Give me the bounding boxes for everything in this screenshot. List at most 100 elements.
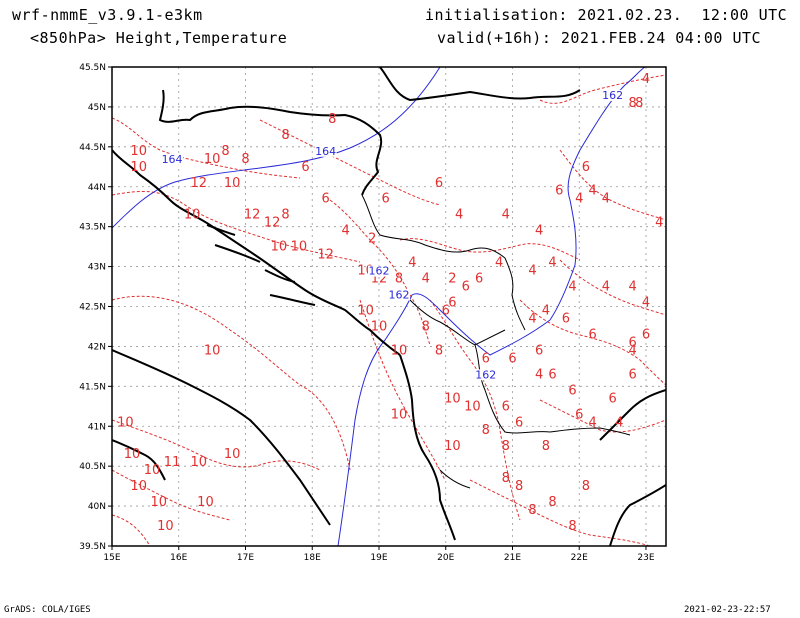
- temperature-contour-label: 4: [588, 184, 596, 199]
- temperature-contour-label: 10: [357, 303, 374, 318]
- temperature-contour-label: 2: [448, 272, 456, 287]
- temperature-contour-label: 6: [508, 351, 516, 366]
- temperature-contour-label: 12: [317, 248, 334, 263]
- temperature-contour-label: 4: [542, 303, 550, 318]
- coast-segment: [379, 67, 581, 102]
- temperature-contour-label: 6: [301, 160, 309, 175]
- country-borders: [361, 194, 631, 489]
- temperature-contour-label: 10: [464, 399, 481, 414]
- temperature-contour-label: 8: [568, 519, 576, 534]
- temperature-contour-label: 6: [535, 343, 543, 358]
- temperature-contour-label: 4: [535, 367, 543, 382]
- lat-tick-label: 42N: [88, 342, 106, 352]
- temperature-contour-label: 6: [575, 407, 583, 422]
- temperature-contour-label: 8: [515, 479, 523, 494]
- temp-contour: [429, 299, 521, 521]
- temp-contour: [112, 514, 151, 546]
- temperature-contour-label: 4: [575, 192, 583, 207]
- map-title-model: wrf-nmmE_v3.9.1-e3km: [12, 6, 203, 24]
- height-contours: [112, 67, 646, 546]
- temperature-contour-label: 8: [542, 439, 550, 454]
- temperature-contour-label: 10: [271, 240, 288, 255]
- temperature-contour-label: 4: [642, 72, 650, 87]
- lon-tick-label: 16E: [170, 553, 187, 563]
- temperature-contour-label: 8: [281, 128, 289, 143]
- border-segment: [474, 344, 551, 434]
- temp-contour: [539, 74, 666, 104]
- temperature-contour-label: 4: [602, 280, 610, 295]
- temperature-contour-label: 4: [588, 415, 596, 430]
- temperature-contour-label: 12: [190, 176, 207, 191]
- temperature-contour-label: 10: [204, 343, 221, 358]
- height-contour-label: 162: [602, 89, 623, 102]
- temperature-contour-label: 6: [382, 192, 390, 207]
- height-label-bg: [367, 265, 390, 277]
- temperature-contour-label: 10: [197, 495, 214, 510]
- coast-segment: [112, 149, 401, 356]
- coast-segment: [399, 354, 456, 541]
- temperature-contour-label: 8: [395, 272, 403, 287]
- lat-tick-label: 42.5N: [79, 303, 106, 313]
- temperature-contour-label: 6: [548, 367, 556, 382]
- temp-contour: [469, 479, 651, 546]
- temperature-contour-label: 6: [628, 335, 636, 350]
- lat-tick-label: 44N: [88, 183, 106, 193]
- temperature-contour-label: 6: [462, 280, 470, 295]
- border-segment: [504, 257, 526, 331]
- map-title-valid-time: valid(+16h): 2021.FEB.24 04:00 UTC: [437, 29, 762, 47]
- temperature-contour-label: 2: [368, 232, 376, 247]
- border-segment: [439, 469, 471, 489]
- temperature-contour-label: 10: [184, 208, 201, 223]
- lat-tick-label: 43N: [88, 263, 106, 273]
- lat-tick-label: 45.5N: [79, 63, 106, 73]
- lon-tick-label: 19E: [370, 553, 387, 563]
- temperature-contour-label: 4: [535, 224, 543, 239]
- temp-contour: [112, 191, 361, 263]
- lat-tick-label: 41.5N: [79, 382, 106, 392]
- temperature-contour-label: 6: [515, 415, 523, 430]
- height-label-bg: [601, 89, 624, 101]
- temperature-contour-label: 4: [528, 264, 536, 279]
- map-title-field: <850hPa> Height,Temperature: [30, 29, 288, 47]
- temp-contour: [112, 295, 351, 471]
- temperature-contour-label: 4: [615, 415, 623, 430]
- temperature-contour-label: 8: [422, 319, 430, 334]
- coast-segment: [609, 484, 666, 546]
- temperature-contour-label: 6: [442, 303, 450, 318]
- temperature-contour-label: 6: [582, 160, 590, 175]
- temperature-contour-label: 10: [130, 144, 147, 159]
- temperature-contour-label: 10: [144, 463, 161, 478]
- height-label-bg: [161, 153, 184, 165]
- temperature-contour-label: 10: [444, 439, 461, 454]
- lon-tick-label: 18E: [304, 553, 321, 563]
- temperature-contour-label: 6: [608, 391, 616, 406]
- temperature-contour-label: 8: [548, 495, 556, 510]
- height-contour-label: 162: [475, 368, 496, 381]
- temperature-contour-label: 10: [224, 176, 241, 191]
- temperature-contour-label: 4: [341, 224, 349, 239]
- axis-ticks: 15E 16E 17E 18E 19E 20E 21E 22E 23E 39.5N 40N 40.5N…: [79, 63, 655, 563]
- temperature-contour-label: 6: [562, 311, 570, 326]
- temperature-contour-label: 4: [455, 208, 463, 223]
- temperature-contour-label: 8: [482, 423, 490, 438]
- temperature-contour-label: 6: [435, 176, 443, 191]
- temperature-contour-label: 8: [435, 343, 443, 358]
- temperature-contour-label: 4: [628, 280, 636, 295]
- temperature-contour-label: 8: [502, 471, 510, 486]
- temperature-contour-label: 6: [555, 184, 563, 199]
- lat-tick-label: 41N: [88, 422, 106, 432]
- temp-contour: [112, 469, 231, 521]
- temperature-contour-label: 4: [655, 216, 663, 231]
- temperature-contour-label: 10: [117, 415, 134, 430]
- lon-tick-label: 17E: [237, 553, 254, 563]
- temperature-contours: [112, 74, 666, 546]
- temperature-contour-label: 4: [422, 272, 430, 287]
- temp-contour: [112, 117, 301, 179]
- height-label-bg: [388, 289, 411, 301]
- coast-segment: [112, 349, 331, 526]
- height-contour-label: 164: [315, 145, 336, 158]
- lon-tick-label: 22E: [571, 553, 588, 563]
- temp-contour: [519, 299, 666, 386]
- temperature-contour-label: 4: [528, 311, 536, 326]
